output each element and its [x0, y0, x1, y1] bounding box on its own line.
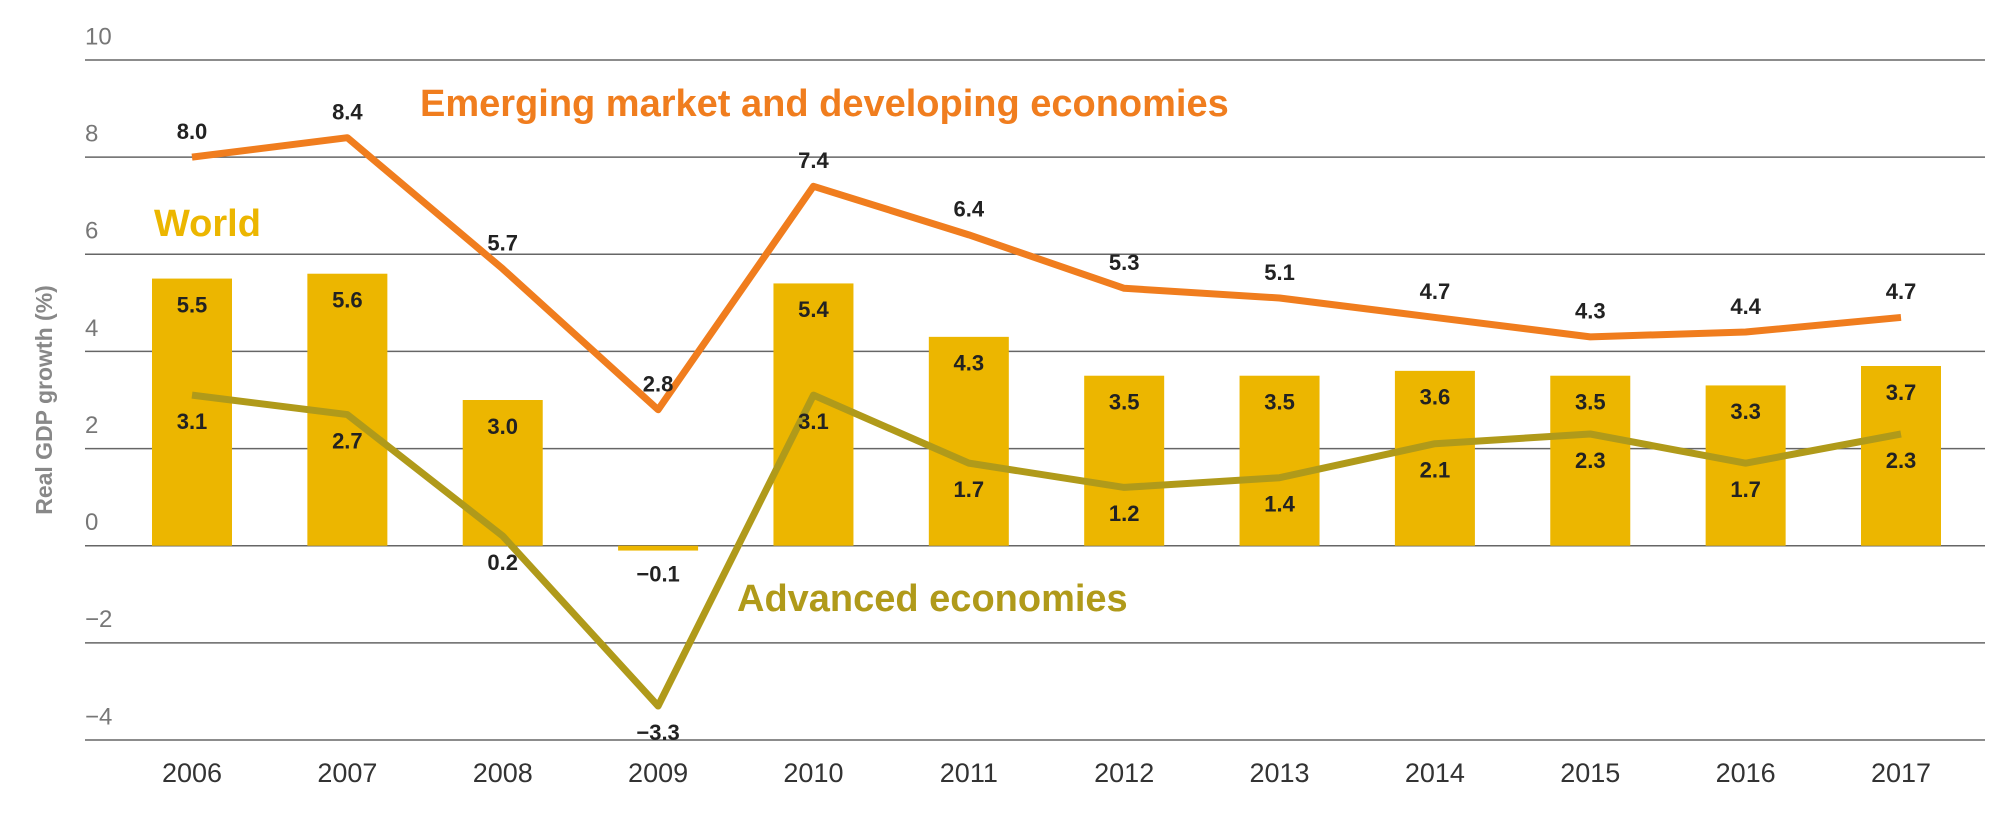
value-label: 4.4: [1730, 294, 1761, 319]
x-tick-label: 2011: [940, 758, 998, 788]
y-axis-label: Real GDP growth (%): [31, 285, 57, 515]
value-label: 5.4: [798, 297, 829, 322]
x-tick-label: 2016: [1716, 758, 1776, 788]
value-label: 5.5: [177, 292, 208, 317]
bar: [928, 336, 1009, 546]
x-tick-label: 2012: [1094, 758, 1154, 788]
series-label: Advanced economies: [737, 578, 1128, 620]
value-label: 1.7: [954, 477, 985, 502]
x-tick-label: 2009: [628, 758, 688, 788]
x-tick-label: 2008: [473, 758, 533, 788]
y-tick-label: 10: [85, 23, 112, 50]
y-tick-label: −4: [85, 703, 112, 730]
value-label: 3.1: [798, 409, 829, 434]
x-tick-label: 2013: [1250, 758, 1310, 788]
value-label: 0.2: [487, 550, 518, 575]
x-tick-label: 2010: [783, 758, 843, 788]
value-label: 3.6: [1420, 385, 1451, 410]
y-tick-label: 4: [85, 315, 98, 342]
series-label: World: [154, 203, 261, 245]
value-label: 3.3: [1730, 399, 1761, 424]
y-tick-label: 0: [85, 509, 98, 536]
value-label: 2.8: [643, 372, 674, 397]
value-label: 3.0: [487, 414, 518, 439]
value-label: 8.0: [177, 119, 208, 144]
value-label: 1.2: [1109, 501, 1140, 526]
x-tick-label: 2017: [1871, 758, 1931, 788]
line: [191, 391, 1902, 710]
bar: [1861, 366, 1941, 546]
value-label: 2.3: [1575, 448, 1606, 473]
y-tick-label: 2: [85, 412, 98, 439]
value-label: 4.7: [1886, 279, 1917, 304]
value-label: 5.7: [487, 231, 518, 256]
value-label: 2.7: [332, 428, 363, 453]
y-tick-label: −2: [85, 606, 112, 633]
x-tick-label: 2014: [1405, 758, 1465, 788]
x-tick-label: 2015: [1560, 758, 1620, 788]
bar: [1394, 370, 1475, 546]
value-label: 3.5: [1264, 390, 1295, 415]
value-label: 6.4: [954, 197, 985, 222]
bar: [1084, 375, 1165, 546]
series-label: Emerging market and developing economies: [420, 83, 1229, 125]
y-tick-label: 8: [85, 120, 98, 147]
value-label: 4.3: [1575, 299, 1606, 324]
x-tick-label: 2006: [162, 758, 222, 788]
value-label: −3.3: [636, 720, 679, 745]
bar: [1550, 375, 1631, 546]
value-label: 4.3: [954, 351, 985, 376]
value-label: 4.7: [1420, 279, 1451, 304]
value-label: 7.4: [798, 148, 829, 173]
x-tick-label: 2007: [317, 758, 377, 788]
bar: [618, 545, 699, 551]
value-label: 8.4: [332, 100, 363, 125]
value-label: 3.5: [1575, 390, 1606, 415]
value-label: 1.7: [1730, 477, 1761, 502]
bar: [462, 400, 543, 546]
value-label: 2.3: [1886, 448, 1917, 473]
value-label: −0.1: [636, 562, 679, 587]
value-label: 5.3: [1109, 250, 1140, 275]
value-label: 3.5: [1109, 390, 1140, 415]
value-label: 3.1: [177, 409, 208, 434]
value-label: 2.1: [1420, 458, 1451, 483]
bar: [773, 283, 854, 546]
value-label: 5.1: [1264, 260, 1295, 285]
line: [191, 134, 1902, 414]
value-label: 3.7: [1886, 380, 1917, 405]
value-label: 5.6: [332, 288, 363, 313]
bar: [1239, 375, 1320, 546]
y-tick-label: 6: [85, 218, 98, 245]
value-label: 1.4: [1264, 492, 1295, 517]
bar: [152, 278, 232, 546]
